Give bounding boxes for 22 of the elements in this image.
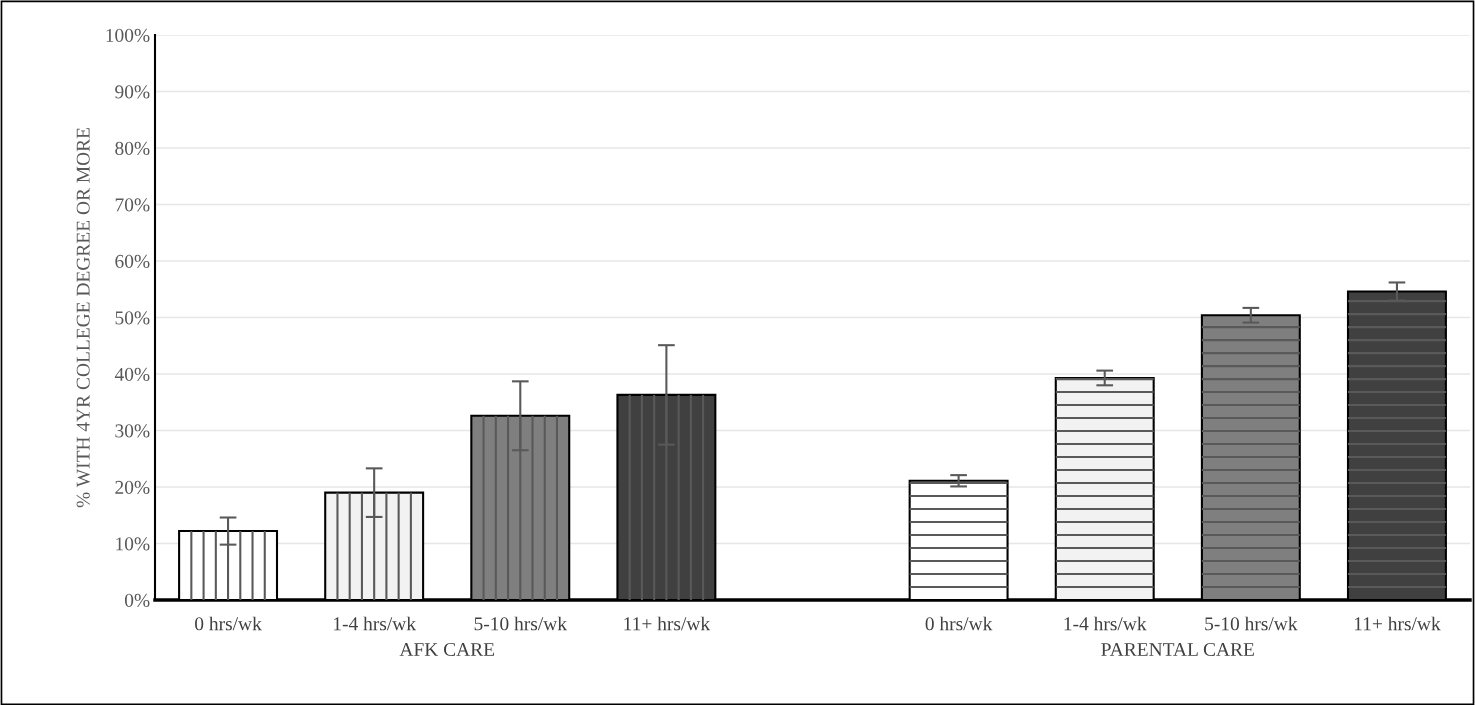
y-tick-label: 100% bbox=[106, 28, 150, 42]
y-tick-label: 50% bbox=[115, 311, 150, 325]
y-tick-label: 90% bbox=[115, 85, 150, 99]
x-tick-label: 5-10 hrs/wk bbox=[474, 616, 567, 631]
y-tick-label: 30% bbox=[115, 424, 150, 438]
text: AFK CARE bbox=[399, 642, 495, 657]
y-tick-label: 80% bbox=[115, 141, 150, 155]
x-tick-label: 1-4 hrs/wk bbox=[334, 616, 417, 631]
y-tick-label: 70% bbox=[115, 198, 150, 212]
x-tick-label: 1-4 hrs/wk bbox=[1064, 616, 1147, 631]
y-tick-label: 40% bbox=[114, 367, 150, 381]
x-tick-label: 0 hrs/wk bbox=[925, 616, 993, 631]
x-tick-label: 11+ hrs/wk bbox=[1354, 616, 1441, 631]
x-tick-label: 11+ hrs/wk bbox=[624, 616, 711, 631]
y-tick-label: 20% bbox=[115, 480, 150, 494]
y-tick-label: 10% bbox=[116, 537, 150, 551]
y-tick-label: 60% bbox=[115, 254, 150, 268]
y-axis-title: % WITH 4YR COLLEGE DEGREE OR MORE bbox=[76, 127, 90, 508]
x-tick-label: 0 hrs/wk bbox=[195, 616, 262, 631]
x-tick-label: 5-10 hrs/wk bbox=[1205, 616, 1298, 631]
y-tick-label: 0% bbox=[124, 593, 150, 607]
text: PARENTAL CARE bbox=[1101, 642, 1254, 657]
